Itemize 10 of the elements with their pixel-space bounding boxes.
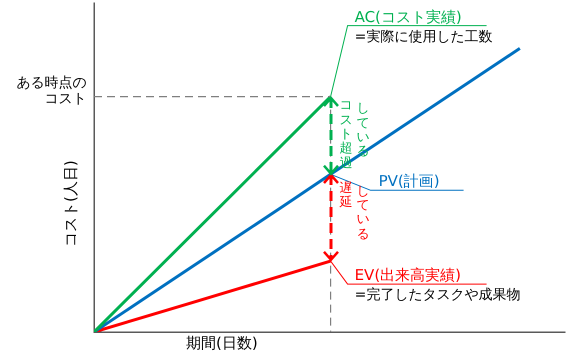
text: AC(コスト実績) <box>354 8 462 26</box>
y-axis-title: コスト(人日) <box>62 160 80 246</box>
series-label: EV(出来高実績) <box>354 266 462 284</box>
ref-line-label: ある時点のコスト <box>15 74 86 107</box>
text: =実際に使用した工数 <box>354 28 492 45</box>
annotation: =完了したタスクや成果物 <box>354 287 520 304</box>
series-label: PV(計画) <box>378 172 440 191</box>
annotation: 遅延 <box>340 180 353 210</box>
annotation: している <box>356 184 370 242</box>
x-axis-title: 期間(日数) <box>186 334 258 352</box>
